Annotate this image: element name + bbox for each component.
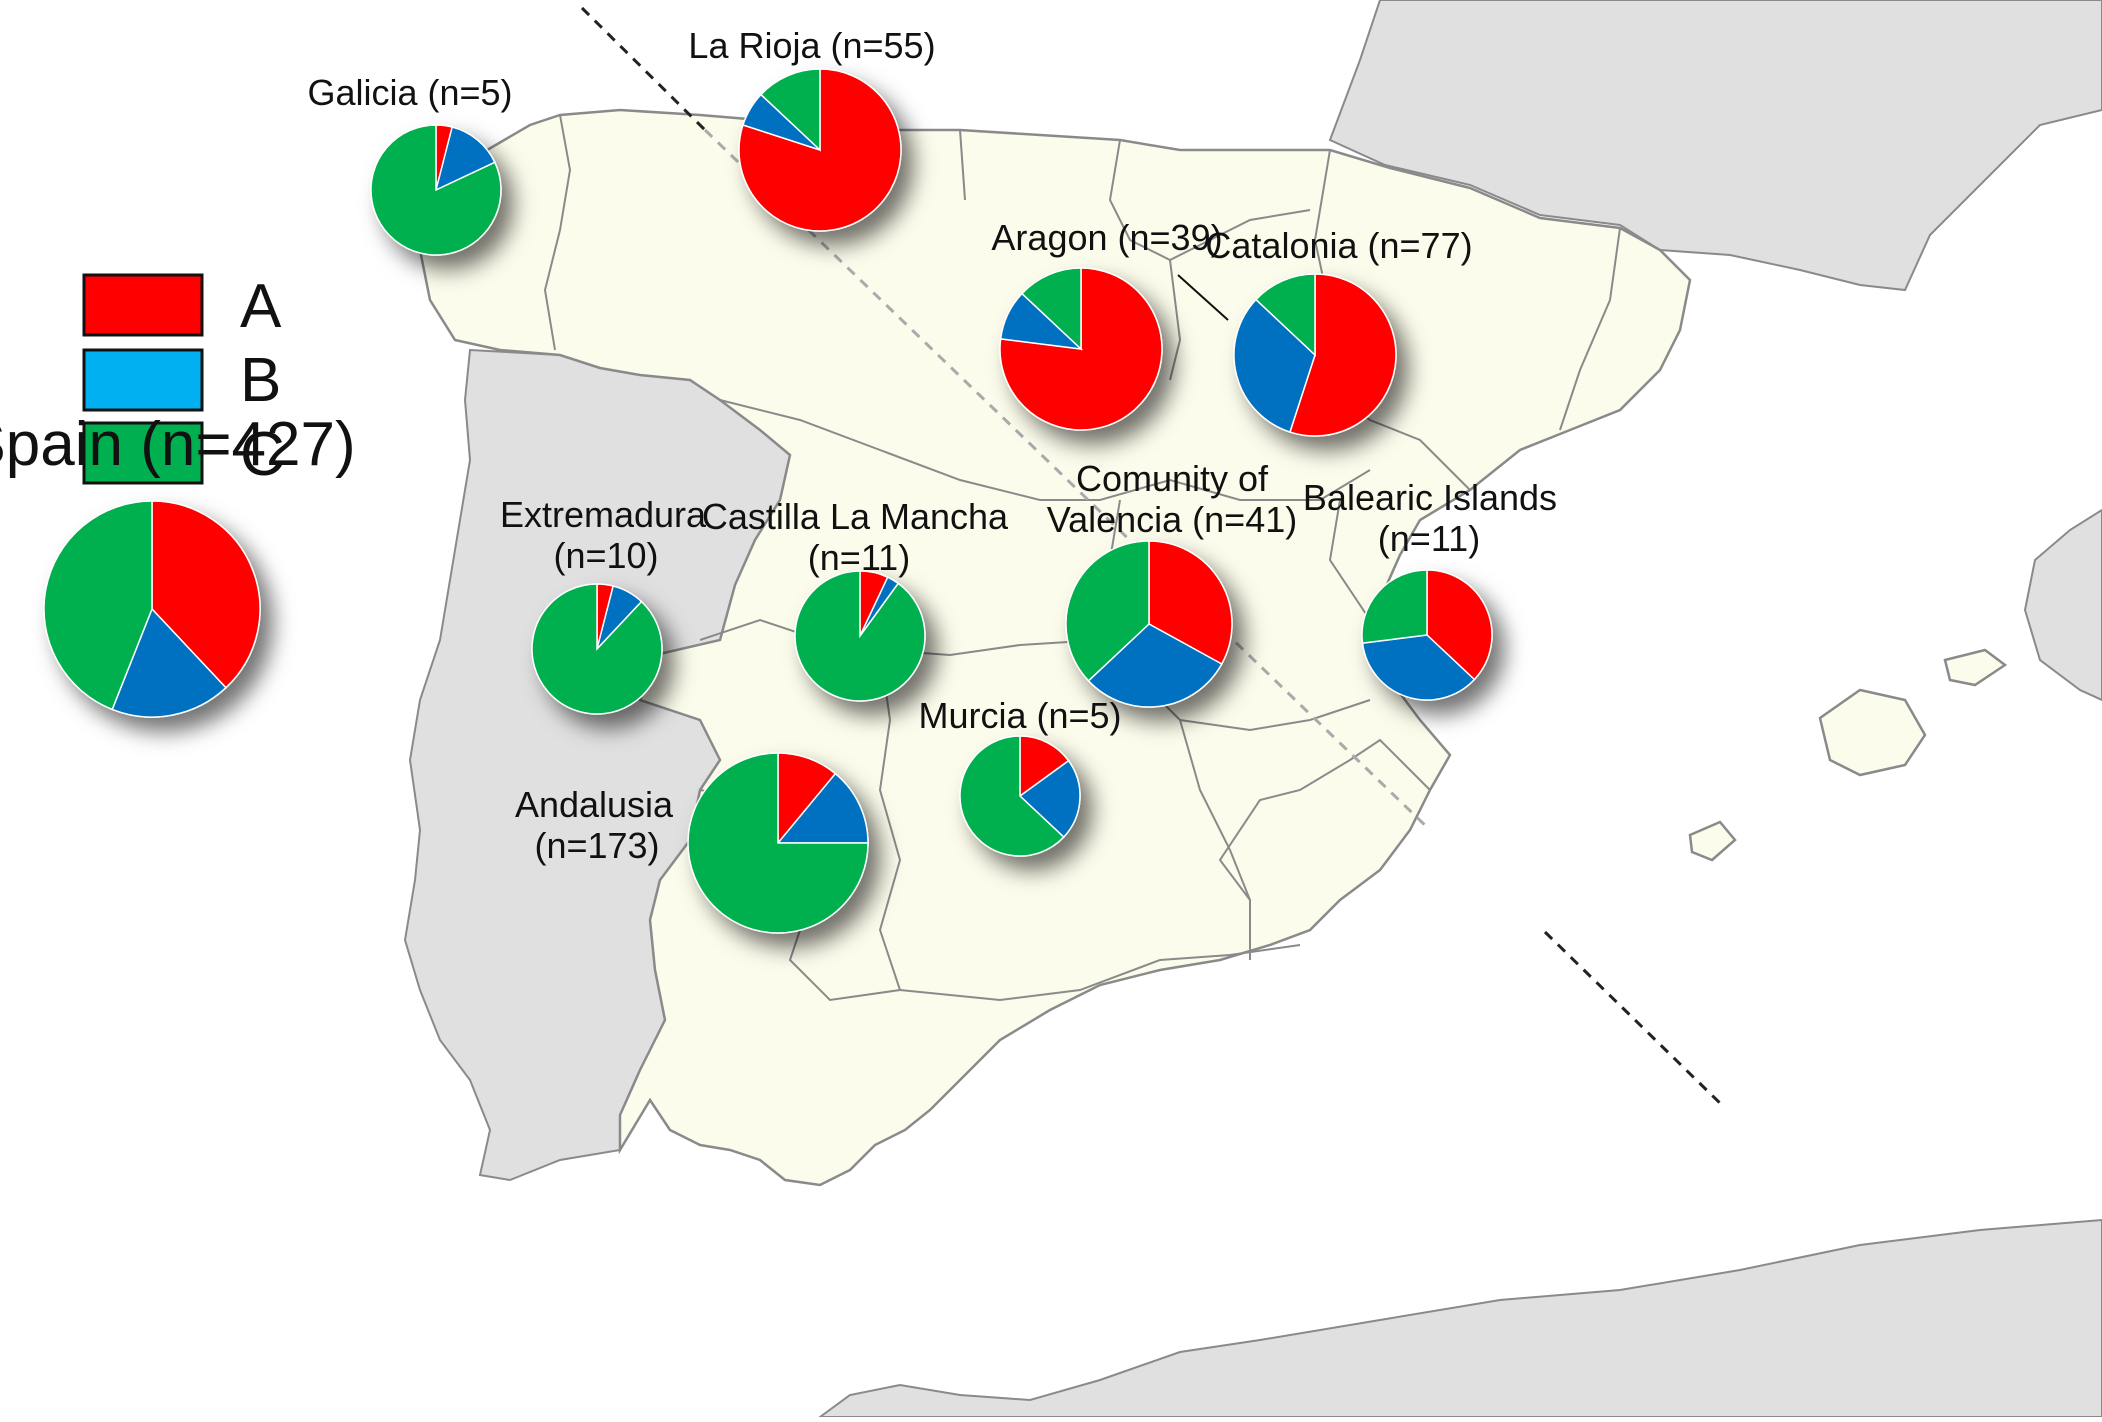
pie-slice-spain-a xyxy=(151,500,261,689)
leader-line-la-rioja xyxy=(1177,274,1229,321)
pie-slice-castilla-la-mancha-c xyxy=(794,570,926,702)
pie-slice-valencia-c xyxy=(1065,540,1150,682)
region-border xyxy=(1169,259,1182,381)
menorca-island xyxy=(1943,648,2008,687)
pie-slice-catalonia-a xyxy=(1289,273,1397,437)
pie-slice-valencia-b xyxy=(1087,623,1223,708)
pie-extremadura xyxy=(531,583,663,715)
legend-swatch-c xyxy=(82,421,204,485)
pie-murcia xyxy=(959,735,1081,857)
pie-slice-extremadura-c xyxy=(531,583,663,715)
legend-label-b: B xyxy=(240,346,281,415)
pie-la-rioja xyxy=(738,68,902,232)
pie-slice-valencia-a xyxy=(1148,540,1233,666)
sardinia-landmass xyxy=(2023,508,2102,702)
pie-castilla-la-mancha xyxy=(794,570,926,702)
pie-label-andalusia: (n=173) xyxy=(534,825,659,866)
pie-slice-balearic-islands-c xyxy=(1361,569,1428,644)
pie-slice-balearic-islands-a xyxy=(1426,569,1493,681)
ibiza-island xyxy=(1688,820,1737,862)
legend-swatch-a xyxy=(82,273,204,337)
pie-label-valencia: Valencia (n=41) xyxy=(1047,499,1298,540)
pie-spain xyxy=(43,500,261,718)
region-border xyxy=(1108,139,1311,262)
region-border xyxy=(1559,227,1621,431)
pie-aragon xyxy=(999,267,1163,431)
legend-swatch-b xyxy=(82,348,204,412)
majorca-island xyxy=(1818,688,1927,777)
pie-label-galicia: Galicia (n=5) xyxy=(307,72,512,113)
pie-label-valencia: Comunity of xyxy=(1076,458,1269,499)
region-border xyxy=(1179,719,1251,901)
pie-label-spain: Spain (n=427) xyxy=(0,410,356,479)
pie-label-castilla-la-mancha: Castilla La Mancha xyxy=(702,496,1009,537)
pie-label-aragon: Aragon (n=39) xyxy=(991,217,1222,258)
region-border xyxy=(1218,738,1431,960)
pie-labels: Spain (n=427) Galicia (n=5) La Rioja (n=55… xyxy=(0,25,1557,866)
pie-label-balearic-islands: Balearic Islands xyxy=(1303,477,1557,518)
region-border xyxy=(959,129,966,201)
pie-slice-andalusia-c xyxy=(687,752,869,934)
divider-lines xyxy=(580,6,1727,1110)
pie-slice-murcia-c xyxy=(959,735,1065,857)
africa-landmass xyxy=(816,1218,2102,1418)
division-line-north xyxy=(580,6,707,132)
pie-slice-murcia-a xyxy=(1019,735,1070,798)
pie-label-extremadura: Extremadura xyxy=(500,494,707,535)
pie-slice-balearic-islands-b xyxy=(1361,634,1476,701)
pie-valencia xyxy=(1065,540,1233,708)
pie-label-castilla-la-mancha: (n=11) xyxy=(808,537,910,578)
pie-slice-spain-b xyxy=(111,607,227,718)
pie-label-extremadura: (n=10) xyxy=(553,535,658,576)
pie-slice-murcia-b xyxy=(1018,759,1081,839)
pie-slice-la-rioja-c xyxy=(759,68,821,152)
france-landmass xyxy=(1328,0,2102,292)
pie-slice-catalonia-b xyxy=(1233,298,1316,433)
pie-label-andalusia: Andalusia xyxy=(515,784,674,825)
pie-label-murcia: Murcia (n=5) xyxy=(918,695,1121,736)
legend: A B C xyxy=(82,272,285,489)
pie-label-la-rioja: La Rioja (n=55) xyxy=(688,25,935,66)
pie-label-balearic-islands: (n=11) xyxy=(1378,518,1480,559)
pie-slice-galicia-c xyxy=(370,124,502,256)
pie-catalonia xyxy=(1233,273,1397,437)
pie-charts xyxy=(43,68,1493,934)
division-line-center xyxy=(703,128,1432,832)
pie-slice-aragon-c xyxy=(1020,267,1082,351)
pie-slice-catalonia-c xyxy=(1254,273,1316,357)
pie-label-catalonia: Catalonia (n=77) xyxy=(1205,225,1472,266)
region-border xyxy=(878,649,902,991)
pie-slice-galicia-b xyxy=(434,126,496,192)
legend-label-c: C xyxy=(240,420,285,489)
pie-galicia xyxy=(370,124,502,256)
region-border xyxy=(543,114,572,351)
division-line-south xyxy=(1543,930,1727,1110)
pie-andalusia xyxy=(687,752,869,934)
pie-balearic-islands xyxy=(1361,569,1493,701)
legend-label-a: A xyxy=(240,272,282,341)
pie-slice-spain-c xyxy=(43,500,153,711)
region-border xyxy=(719,399,1371,501)
pie-slice-andalusia-b xyxy=(776,772,869,844)
